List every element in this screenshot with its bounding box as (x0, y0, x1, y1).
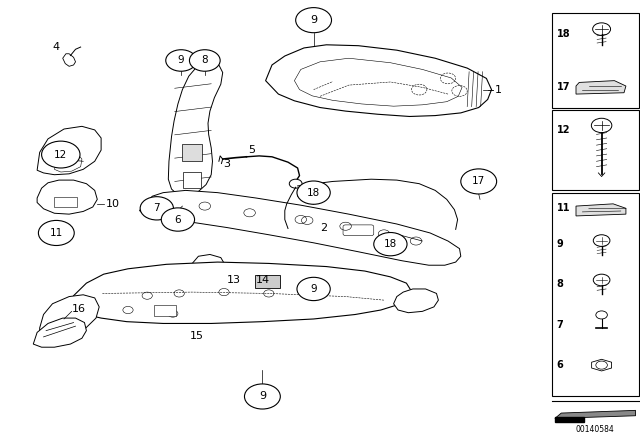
Circle shape (161, 208, 195, 231)
Polygon shape (591, 359, 612, 371)
Circle shape (140, 197, 173, 220)
Bar (552, 110, 639, 190)
Bar (182, 144, 202, 161)
Text: 18: 18 (307, 188, 320, 198)
Polygon shape (40, 295, 99, 339)
Text: 17: 17 (472, 177, 485, 186)
Text: 6: 6 (175, 215, 181, 224)
Bar (54, 197, 77, 207)
Polygon shape (168, 62, 223, 196)
Bar (183, 172, 201, 188)
Polygon shape (555, 417, 584, 422)
Text: 12: 12 (557, 125, 570, 135)
Text: 14: 14 (256, 275, 270, 285)
Text: 15: 15 (189, 331, 204, 341)
Text: 9: 9 (310, 15, 317, 25)
Bar (255, 275, 280, 288)
Polygon shape (140, 190, 461, 265)
Text: 17: 17 (557, 82, 570, 92)
Polygon shape (266, 45, 492, 116)
Text: 11: 11 (557, 203, 570, 213)
Text: 9: 9 (178, 56, 184, 65)
Text: 2: 2 (320, 224, 327, 233)
Text: 5: 5 (248, 145, 255, 155)
Polygon shape (37, 126, 101, 175)
Polygon shape (69, 262, 411, 323)
Text: 8: 8 (557, 280, 564, 289)
Circle shape (297, 181, 330, 204)
Bar (552, 13, 639, 108)
Polygon shape (37, 180, 97, 214)
Polygon shape (33, 318, 86, 347)
Circle shape (461, 169, 497, 194)
Text: 8: 8 (202, 56, 208, 65)
Text: 9: 9 (557, 239, 564, 249)
Text: 1: 1 (495, 85, 502, 95)
Circle shape (374, 233, 407, 256)
Polygon shape (63, 54, 76, 66)
Circle shape (42, 141, 80, 168)
Polygon shape (54, 152, 82, 172)
Bar (552, 193, 639, 396)
Text: 18: 18 (384, 239, 397, 249)
Polygon shape (576, 204, 626, 216)
Text: 16: 16 (72, 304, 86, 314)
Polygon shape (576, 81, 626, 94)
Polygon shape (186, 53, 208, 66)
Text: 13: 13 (227, 275, 241, 285)
Text: 7: 7 (557, 320, 564, 330)
Circle shape (596, 311, 607, 319)
Polygon shape (394, 289, 438, 313)
Circle shape (244, 384, 280, 409)
Text: 00140584: 00140584 (576, 425, 614, 434)
Polygon shape (189, 254, 225, 287)
Circle shape (189, 50, 220, 71)
Bar (154, 305, 176, 316)
Text: 9: 9 (310, 284, 317, 294)
Circle shape (289, 179, 302, 188)
Text: 6: 6 (557, 360, 564, 370)
Circle shape (297, 277, 330, 301)
Circle shape (296, 8, 332, 33)
Text: 12: 12 (54, 150, 67, 159)
Text: 9: 9 (259, 392, 266, 401)
Polygon shape (555, 410, 636, 418)
Text: 7: 7 (154, 203, 160, 213)
Text: 4: 4 (52, 42, 60, 52)
Text: 10: 10 (106, 199, 120, 209)
Text: 18: 18 (557, 29, 570, 39)
Text: 11: 11 (50, 228, 63, 238)
Text: 3: 3 (223, 159, 230, 168)
Circle shape (38, 220, 74, 246)
Circle shape (166, 50, 196, 71)
